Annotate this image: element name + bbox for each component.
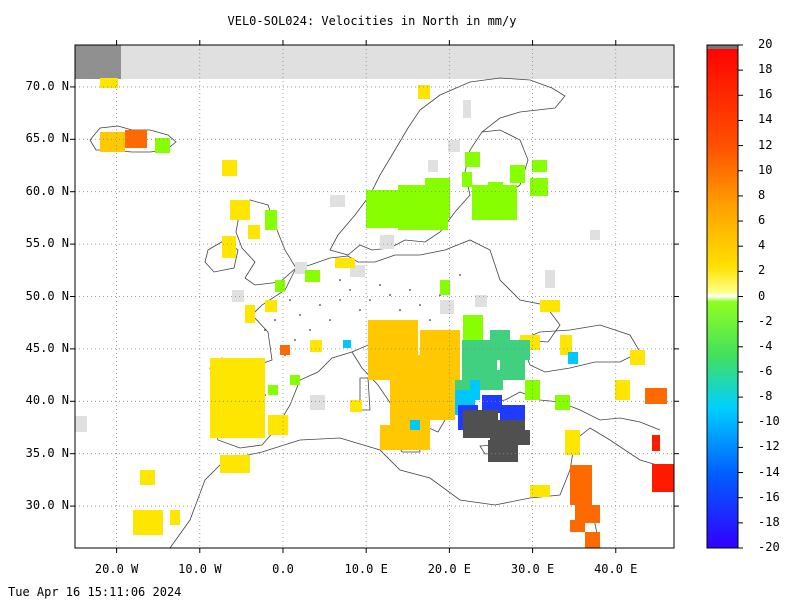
colorbar bbox=[707, 45, 738, 548]
sardinia-coast bbox=[359, 377, 371, 411]
lat-tick-label: 45.0 N bbox=[25, 340, 69, 355]
colorbar-tick-label: -20 bbox=[758, 540, 780, 554]
colorbar-tick-label: 4 bbox=[758, 238, 766, 253]
lat-tick-label: 50.0 N bbox=[25, 288, 69, 303]
colorbar-tick-label: -6 bbox=[758, 363, 773, 378]
colorbar-tick-label: 20 bbox=[758, 37, 773, 51]
colorbar-tick-label: 14 bbox=[758, 112, 773, 127]
colorbar-tick-label: 18 bbox=[758, 62, 773, 77]
north-coast bbox=[295, 239, 561, 351]
map-ticks bbox=[70, 40, 679, 553]
colorbar-tick-label: 12 bbox=[758, 137, 773, 152]
colorbar-ticks bbox=[738, 44, 743, 549]
lat-tick-label: 40.0 N bbox=[25, 393, 69, 408]
lon-tick-label: 40.0 E bbox=[594, 562, 638, 576]
colorbar-tick-label: -14 bbox=[758, 464, 780, 479]
no-data-band bbox=[75, 45, 674, 79]
lat-tick-label: 35.0 N bbox=[25, 445, 69, 460]
lon-tick-label: 0.0 bbox=[272, 562, 294, 576]
lat-tick-label: 65.0 N bbox=[25, 131, 69, 146]
timestamp: Tue Apr 16 15:11:06 2024 bbox=[8, 585, 182, 599]
colorbar-tick-label: 10 bbox=[758, 162, 773, 177]
colorbar-tick-label: -10 bbox=[758, 414, 780, 429]
lon-tick-label: 10.0 E bbox=[344, 562, 388, 576]
lat-tick-label: 60.0 N bbox=[25, 183, 69, 198]
lon-tick-label: 10.0 W bbox=[178, 562, 222, 576]
colorbar-tick-label: 2 bbox=[758, 263, 766, 278]
colorbar-tick-label: -2 bbox=[758, 313, 773, 328]
chart-title: VEL0-SOL024: Velocities in North in mm/y bbox=[227, 14, 517, 28]
colorbar-tick-label: -16 bbox=[758, 489, 780, 504]
lat-tick-label: 30.0 N bbox=[25, 498, 69, 513]
colorbar-top-cap bbox=[707, 45, 738, 49]
turkey-coast bbox=[519, 391, 661, 431]
colorbar-tick-label: 0 bbox=[758, 288, 766, 303]
colorbar-tick-label: -12 bbox=[758, 439, 780, 454]
greenland-land bbox=[75, 45, 121, 79]
lon-tick-label: 30.0 E bbox=[510, 562, 555, 576]
scandinavia-coast bbox=[329, 77, 566, 256]
colorbar-tick-label: -8 bbox=[758, 389, 773, 404]
colorbar-tick-label: 8 bbox=[758, 187, 766, 202]
colorbar-tick-label: -18 bbox=[758, 514, 780, 529]
lat-tick-label: 55.0 N bbox=[25, 236, 69, 251]
colorbar-tick-label: -4 bbox=[758, 338, 773, 353]
lat-tick-label: 70.0 N bbox=[25, 78, 69, 93]
lon-tick-label: 20.0 W bbox=[94, 562, 139, 576]
map-area bbox=[75, 45, 674, 548]
colorbar-tick-label: 6 bbox=[758, 213, 766, 228]
colorbar-tick-label: 16 bbox=[758, 87, 773, 102]
velocity-cells bbox=[75, 78, 674, 548]
lon-tick-label: 20.0 E bbox=[427, 562, 472, 576]
